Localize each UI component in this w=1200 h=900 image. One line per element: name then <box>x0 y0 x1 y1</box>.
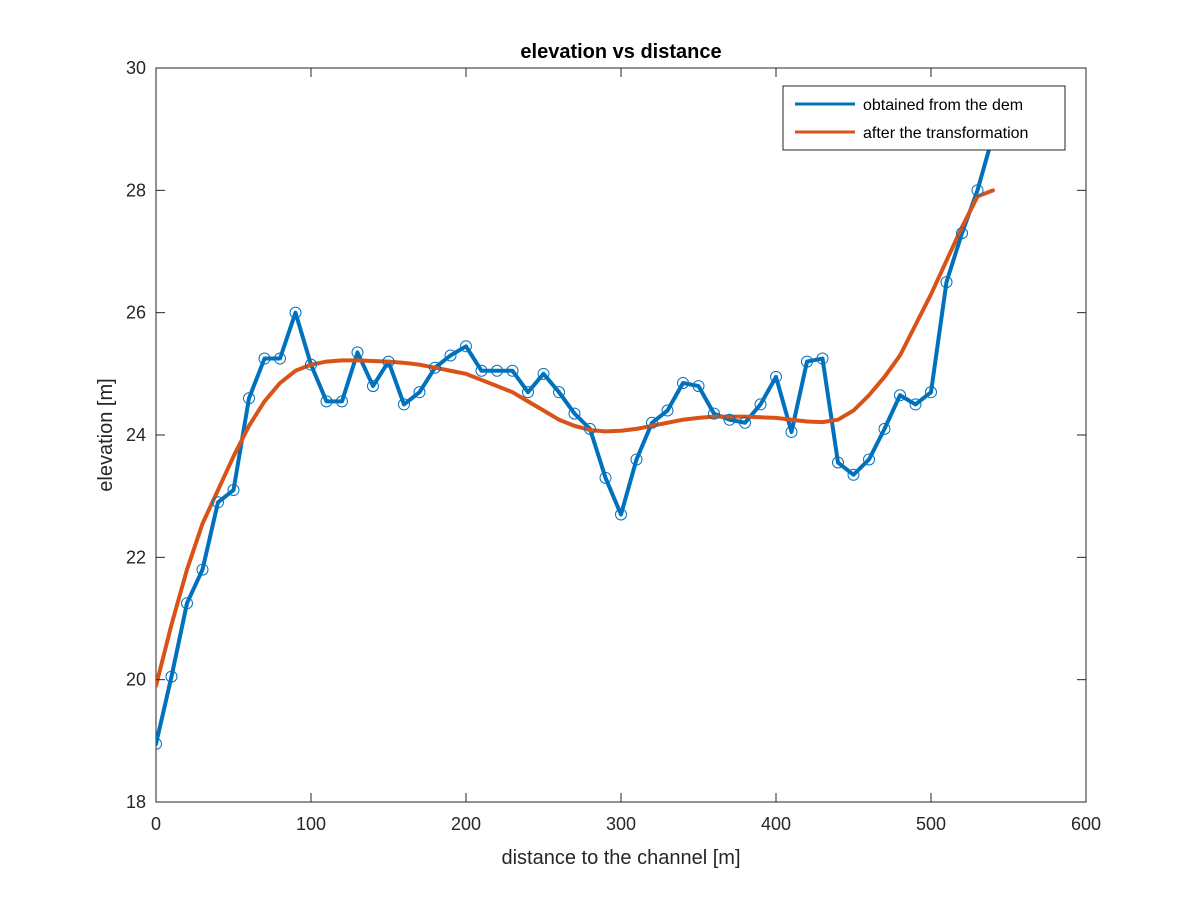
data-point <box>770 370 782 383</box>
series-layer <box>156 129 999 750</box>
data-point <box>739 416 751 429</box>
data-point <box>382 355 395 368</box>
data-point <box>692 380 705 393</box>
plot-area <box>155 67 1087 803</box>
data-point <box>289 306 302 319</box>
data-point <box>156 737 162 750</box>
data-point <box>227 484 240 497</box>
x-tick-label: 300 <box>606 814 636 834</box>
y-tick-label: 22 <box>126 547 146 567</box>
data-point <box>894 389 906 402</box>
data-point <box>568 407 581 420</box>
x-tick-label: 0 <box>151 814 161 834</box>
data-point <box>444 349 457 362</box>
data-point <box>398 398 410 411</box>
data-point <box>785 425 798 438</box>
data-point <box>832 456 844 469</box>
data-point <box>460 340 472 353</box>
legend-box <box>782 85 1066 151</box>
data-point <box>274 352 286 365</box>
data-point <box>165 670 178 683</box>
data-point <box>754 398 767 411</box>
data-point <box>196 563 209 576</box>
legend: obtained from the dem after the transfor… <box>782 85 1066 151</box>
y-tick-label: 30 <box>126 58 146 78</box>
data-point <box>584 422 596 435</box>
data-point <box>181 597 193 610</box>
x-tick-label: 200 <box>451 814 481 834</box>
legend-label-transformation: after the transformation <box>863 125 1028 142</box>
data-point <box>661 404 674 417</box>
data-point <box>522 386 534 399</box>
data-point <box>925 386 937 399</box>
y-tick-label: 26 <box>126 303 146 323</box>
ticks-layer: 0 100 200 300 400 500 600 18 20 22 24 26 28 30 <box>126 58 1101 834</box>
y-tick-label: 20 <box>126 670 146 690</box>
chart-title: elevation vs distance <box>520 41 721 63</box>
data-point <box>475 364 488 377</box>
data-point <box>723 413 736 426</box>
data-point <box>677 377 689 390</box>
data-point <box>940 276 953 289</box>
data-point <box>863 453 875 466</box>
data-point <box>413 386 426 399</box>
x-tick-label: 600 <box>1071 814 1101 834</box>
x-tick-label: 100 <box>296 814 326 834</box>
data-point <box>320 395 333 408</box>
data-point <box>909 398 922 411</box>
x-axis-label: distance to the channel [m] <box>501 847 740 869</box>
data-point <box>615 508 627 521</box>
data-point <box>708 407 720 420</box>
data-point <box>847 468 860 481</box>
data-point <box>367 380 379 393</box>
x-tick-label: 500 <box>916 814 946 834</box>
data-point <box>971 184 984 197</box>
y-tick-label: 28 <box>126 180 146 200</box>
data-point <box>630 453 643 466</box>
data-point <box>491 364 503 377</box>
data-point <box>599 471 612 484</box>
data-point <box>553 386 565 399</box>
data-point <box>243 392 255 405</box>
series-line-transformation <box>156 188 995 688</box>
data-point <box>336 395 348 408</box>
y-tick-label: 18 <box>126 792 146 812</box>
series-line-dem <box>156 133 995 746</box>
data-point <box>878 422 891 435</box>
data-point <box>305 358 317 371</box>
y-axis-label: elevation [m] <box>95 378 117 491</box>
data-point <box>351 346 364 359</box>
y-tick-label: 24 <box>126 425 146 445</box>
data-point <box>537 367 550 380</box>
data-point <box>646 416 658 429</box>
data-point <box>258 352 271 365</box>
data-point <box>506 364 519 377</box>
x-tick-label: 400 <box>761 814 791 834</box>
data-point <box>429 361 441 374</box>
data-point <box>212 496 224 509</box>
data-point <box>801 355 813 368</box>
data-point <box>816 352 829 365</box>
data-point <box>956 227 968 240</box>
legend-label-dem: obtained from the dem <box>863 97 1023 114</box>
